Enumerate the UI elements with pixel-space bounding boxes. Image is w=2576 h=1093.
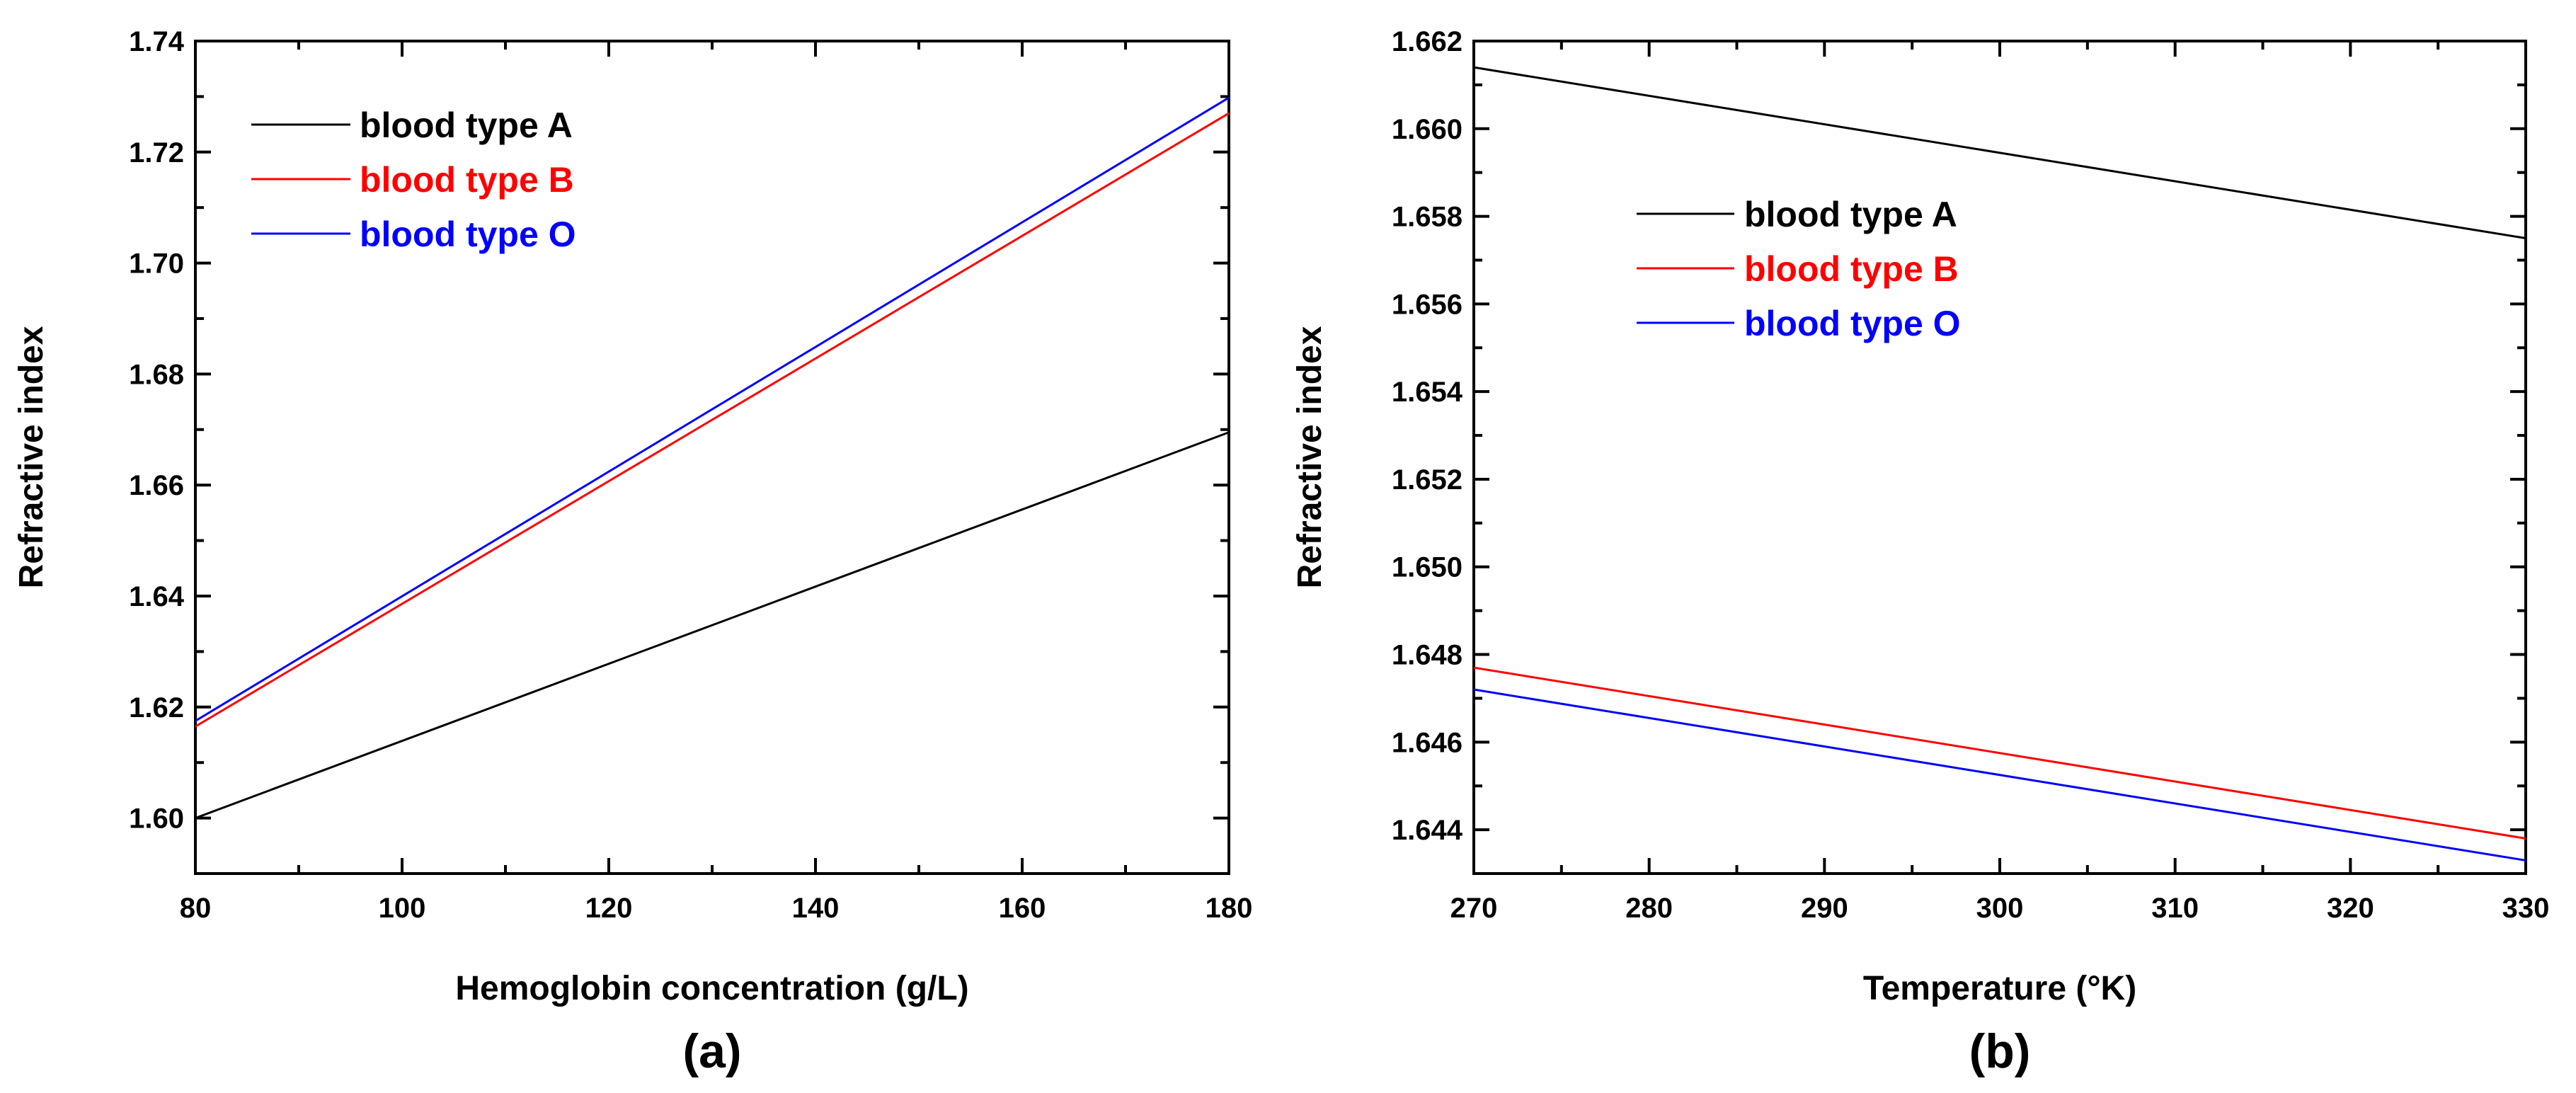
plot-frame [194, 40, 1230, 875]
y-axis-title: Refractive index [13, 326, 50, 588]
series-line-blood-type-b [195, 112, 1230, 728]
y-tick-label: 1.662 [1392, 26, 1462, 57]
y-tick-label: 1.70 [129, 248, 184, 280]
legend-label-blood-type-b: blood type B [1744, 249, 1959, 289]
legend: blood type A blood type B blood type O [251, 105, 576, 254]
y-tick-label: 1.648 [1392, 640, 1462, 671]
legend-label-blood-type-o: blood type O [1744, 304, 1961, 343]
x-axis-title: Hemoglobin concentration (g/L) [455, 970, 968, 1007]
x-tick-label: 290 [1801, 893, 1848, 924]
panel-label: (a) [682, 1024, 741, 1078]
x-tick-label: 310 [2151, 893, 2199, 924]
series-line-blood-type-b [1473, 666, 2526, 840]
y-tick-label: 1.60 [129, 803, 184, 835]
legend-label-blood-type-a: blood type A [1744, 195, 1957, 234]
x-tick-label: 140 [792, 893, 840, 924]
x-axis-title: Temperature (°K) [1863, 970, 2136, 1007]
y-tick-label: 1.660 [1392, 114, 1462, 145]
x-tick-label: 320 [2327, 893, 2374, 924]
legend-label-blood-type-b: blood type B [360, 160, 574, 200]
x-tick-label: 330 [2502, 893, 2550, 924]
legend: blood type A blood type B blood type O [1637, 195, 1961, 343]
plot-frame [1472, 40, 2527, 875]
y-tick-label: 1.652 [1392, 464, 1462, 496]
y-tick-label: 1.656 [1392, 289, 1462, 320]
legend-label-blood-type-a: blood type A [360, 105, 573, 145]
y-tick-label: 1.64 [129, 581, 185, 612]
panel-label: (b) [1969, 1024, 2031, 1078]
y-tick-label: 1.650 [1392, 552, 1462, 583]
legend-label-blood-type-o: blood type O [360, 214, 576, 254]
series-line-blood-type-a [1473, 66, 2526, 240]
y-tick-label: 1.654 [1392, 377, 1463, 408]
x-tick-label: 180 [1206, 893, 1253, 924]
y-tick-label: 1.646 [1392, 727, 1462, 758]
series-line-blood-type-o [1473, 688, 2526, 862]
y-tick-label: 1.66 [129, 470, 184, 501]
series-line-blood-type-o [195, 96, 1230, 722]
y-tick-label: 1.74 [129, 26, 185, 57]
chart-panel-b: 270 280 290 300 310 320 330 1.644 1.646 1.648 1.65… [1291, 26, 2549, 1078]
chart-panel-a: 80 100 120 140 160 180 1.60 1.62 1.64 1.66 1.68 1.7… [13, 26, 1252, 1078]
x-tick-label: 160 [999, 893, 1046, 924]
x-tick-label: 270 [1450, 893, 1498, 924]
x-tick-label: 80 [180, 893, 212, 924]
y-axis-title: Refractive index [1291, 326, 1329, 588]
series-line-blood-type-a [195, 431, 1230, 820]
x-tick-label: 120 [585, 893, 633, 924]
x-tick-label: 280 [1625, 893, 1673, 924]
y-tick-label: 1.658 [1392, 202, 1462, 233]
y-tick-label: 1.644 [1392, 815, 1463, 846]
y-tick-label: 1.68 [129, 359, 184, 390]
y-tick-label: 1.62 [129, 692, 184, 723]
x-tick-label: 100 [379, 893, 426, 924]
x-tick-label: 300 [1976, 893, 2024, 924]
y-tick-label: 1.72 [129, 137, 184, 168]
